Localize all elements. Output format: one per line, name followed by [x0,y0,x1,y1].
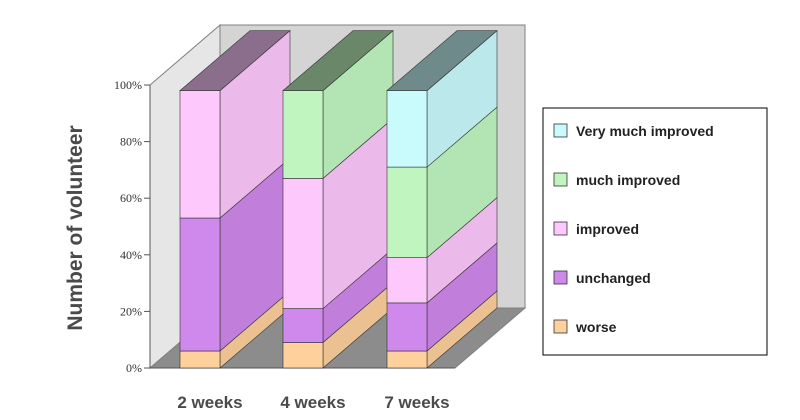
y-axis-label: Number of volunteer [64,125,87,330]
bar-7-weeks-very-much-improved-top [386,30,498,91]
x-tick-label-4-weeks: 4 weeks [280,393,345,412]
legend-label-very-much-improved: Very much improved [576,123,714,139]
y-tick-label: 0% [126,361,142,375]
legend-swatch-improved [553,221,568,236]
bars [179,30,498,369]
legend-swatch-much-improved [553,172,568,187]
legend-label-unchanged: unchanged [576,270,651,286]
y-axis-ticks: 0% 20% 40% 60% 80% 100% [114,78,150,375]
bar-4-weeks-unchanged [282,308,324,343]
bar-2-weeks-improved [179,90,221,219]
bar-2-weeks-improved-top [179,30,291,91]
bar-4-weeks-improved [282,178,324,309]
bar-7-weeks-worse [386,350,428,369]
legend-box [542,107,768,356]
y-tick-label: 60% [120,191,142,205]
bar-2-weeks-unchanged [179,217,221,352]
x-tick-label-2-weeks: 2 weeks [177,393,242,412]
bar-7-weeks-unchanged [386,302,428,352]
legend-swatch-very-much-improved [553,123,568,138]
bar-7-weeks-much-improved [386,166,428,258]
y-tick-label: 100% [114,78,142,92]
legend-label-worse: worse [575,319,617,335]
legend: Very much improved much improved improved u… [553,123,714,335]
legend-swatch-unchanged [553,270,568,285]
bar-4-weeks-worse [282,342,324,369]
bar-2-weeks-worse [179,350,221,369]
y-tick-label: 20% [120,304,142,318]
bar-4-weeks-much-improved [282,90,324,179]
legend-label-improved: improved [576,221,639,237]
bar-7-weeks-very-much-improved [386,90,428,168]
x-axis-labels: 2 weeks 4 weeks 7 weeks [177,393,449,412]
legend-label-much-improved: much improved [576,172,680,188]
x-tick-label-7-weeks: 7 weeks [384,393,449,412]
legend-swatch-worse [553,319,568,334]
bar-4-weeks-much-improved-top [282,30,394,91]
y-tick-label: 40% [120,248,142,262]
bar-7-weeks-improved [386,257,428,304]
y-tick-label: 80% [120,135,142,149]
